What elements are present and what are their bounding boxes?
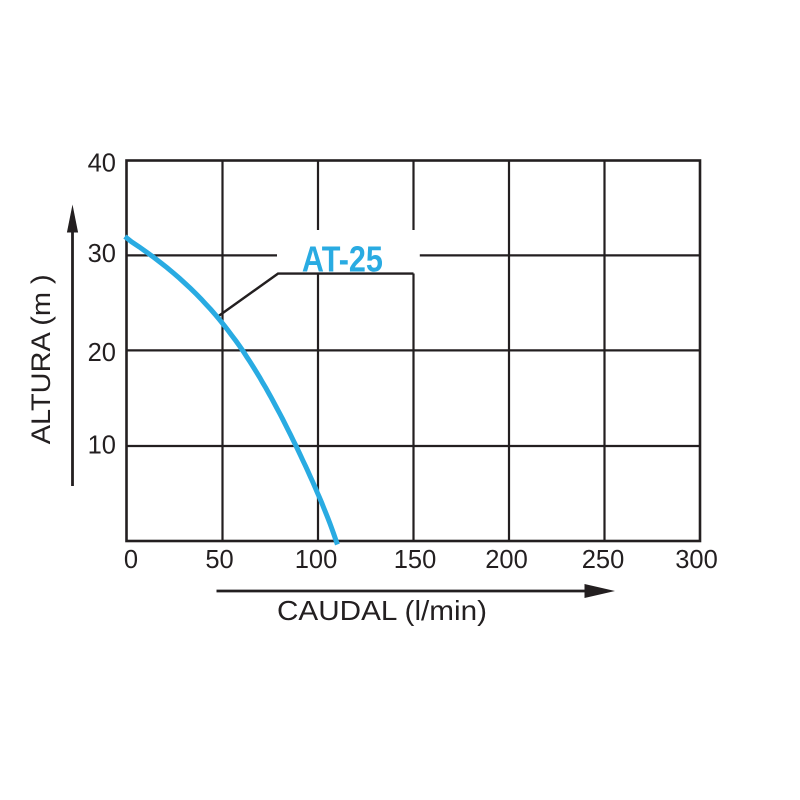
svg-text:AT-25: AT-25 (302, 239, 383, 280)
svg-text:100: 100 (295, 546, 338, 574)
svg-text:50: 50 (205, 546, 233, 574)
svg-text:20: 20 (88, 339, 116, 367)
svg-text:250: 250 (582, 546, 625, 574)
svg-text:200: 200 (485, 546, 528, 574)
svg-text:ALTURA (m ): ALTURA (m ) (26, 274, 56, 444)
svg-text:CAUDAL (l/min): CAUDAL (l/min) (277, 595, 487, 626)
svg-text:150: 150 (394, 546, 437, 574)
svg-text:30: 30 (88, 240, 116, 268)
svg-text:10: 10 (88, 431, 116, 459)
svg-text:40: 40 (88, 149, 116, 177)
svg-text:300: 300 (675, 546, 718, 574)
svg-text:0: 0 (124, 546, 138, 574)
